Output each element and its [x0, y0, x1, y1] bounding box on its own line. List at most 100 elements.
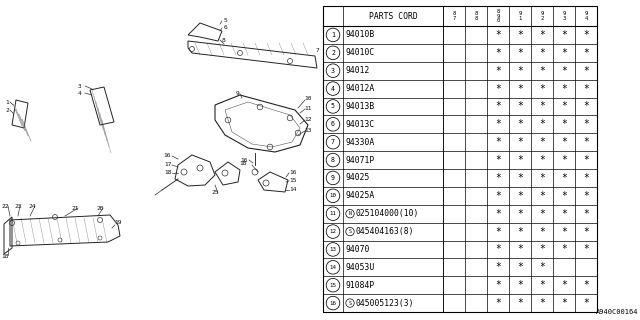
Text: 18: 18 — [1, 254, 9, 260]
Text: *: * — [583, 101, 589, 111]
Text: 8
9
0: 8 9 0 — [497, 9, 500, 23]
Text: *: * — [517, 84, 523, 93]
Text: *: * — [495, 280, 501, 290]
Text: *: * — [583, 119, 589, 129]
Text: *: * — [583, 209, 589, 219]
Text: *: * — [495, 155, 501, 165]
Text: *: * — [561, 209, 567, 219]
Text: *: * — [561, 191, 567, 201]
Text: 14: 14 — [330, 265, 337, 270]
Text: 14: 14 — [289, 187, 297, 191]
Text: *: * — [539, 173, 545, 183]
Text: 19: 19 — [115, 220, 122, 225]
Text: *: * — [517, 137, 523, 147]
Text: 21: 21 — [71, 205, 79, 211]
Text: 94025: 94025 — [346, 173, 371, 182]
Text: *: * — [517, 155, 523, 165]
Text: 24: 24 — [28, 204, 36, 209]
Text: 91084P: 91084P — [346, 281, 375, 290]
Text: 16: 16 — [240, 157, 248, 163]
Text: *: * — [539, 155, 545, 165]
Text: *: * — [583, 244, 589, 254]
Text: *: * — [495, 101, 501, 111]
Text: *: * — [539, 191, 545, 201]
Text: 025104000(10): 025104000(10) — [355, 209, 419, 218]
Text: 22: 22 — [1, 204, 9, 209]
Text: *: * — [539, 101, 545, 111]
Text: 23: 23 — [14, 204, 22, 209]
Text: *: * — [517, 66, 523, 76]
Text: *: * — [517, 298, 523, 308]
Text: *: * — [517, 191, 523, 201]
Text: *: * — [583, 48, 589, 58]
Text: 8: 8 — [222, 37, 226, 43]
Text: *: * — [495, 119, 501, 129]
Text: *: * — [495, 244, 501, 254]
Text: 5: 5 — [223, 18, 227, 22]
Text: 94012A: 94012A — [346, 84, 375, 93]
Text: *: * — [539, 209, 545, 219]
Text: 16: 16 — [163, 153, 171, 157]
Text: 94330A: 94330A — [346, 138, 375, 147]
Text: *: * — [495, 48, 501, 58]
Text: *: * — [495, 137, 501, 147]
Text: 4: 4 — [331, 85, 335, 92]
Text: *: * — [539, 66, 545, 76]
Text: *: * — [495, 84, 501, 93]
Text: 94013C: 94013C — [346, 120, 375, 129]
Text: *: * — [539, 84, 545, 93]
Text: 13: 13 — [304, 127, 312, 132]
Text: 94053U: 94053U — [346, 263, 375, 272]
Text: 8
7: 8 7 — [452, 11, 456, 21]
Text: N: N — [349, 211, 351, 216]
Text: *: * — [539, 30, 545, 40]
Text: *: * — [517, 227, 523, 236]
Text: 9
3: 9 3 — [563, 11, 566, 21]
Text: 9: 9 — [331, 175, 335, 181]
Text: *: * — [561, 280, 567, 290]
Text: *: * — [583, 298, 589, 308]
Text: *: * — [539, 227, 545, 236]
Text: *: * — [495, 262, 501, 272]
Text: 7: 7 — [331, 139, 335, 145]
Text: *: * — [561, 30, 567, 40]
Text: *: * — [517, 101, 523, 111]
Text: *: * — [561, 155, 567, 165]
Text: *: * — [561, 84, 567, 93]
Text: 1: 1 — [331, 32, 335, 38]
Text: *: * — [539, 137, 545, 147]
Text: *: * — [539, 298, 545, 308]
Text: 15: 15 — [330, 283, 337, 288]
Text: *: * — [561, 227, 567, 236]
Text: *: * — [539, 119, 545, 129]
Text: *: * — [561, 66, 567, 76]
Text: *: * — [561, 298, 567, 308]
Text: *: * — [495, 209, 501, 219]
Text: 7: 7 — [316, 47, 320, 52]
Text: 2: 2 — [5, 108, 9, 113]
Text: *: * — [583, 84, 589, 93]
Text: 94012: 94012 — [346, 66, 371, 75]
Text: 4: 4 — [78, 91, 82, 95]
Text: 94010C: 94010C — [346, 48, 375, 57]
Text: 8
8: 8 8 — [474, 11, 477, 21]
Text: 18: 18 — [239, 161, 247, 165]
Text: *: * — [495, 30, 501, 40]
Text: *: * — [583, 227, 589, 236]
Text: 045404163(8): 045404163(8) — [355, 227, 413, 236]
Text: 16: 16 — [289, 170, 297, 174]
Text: 11: 11 — [304, 106, 312, 110]
Text: 9
4: 9 4 — [584, 11, 588, 21]
Text: 9
2: 9 2 — [540, 11, 543, 21]
Text: 94010B: 94010B — [346, 30, 375, 39]
Text: *: * — [561, 101, 567, 111]
Text: *: * — [583, 173, 589, 183]
Text: 94071P: 94071P — [346, 156, 375, 164]
Text: 3: 3 — [331, 68, 335, 74]
Text: A940C00164: A940C00164 — [595, 309, 638, 315]
Text: *: * — [517, 119, 523, 129]
Text: *: * — [517, 262, 523, 272]
Text: 12: 12 — [304, 116, 312, 122]
Bar — [323, 6, 597, 312]
Text: 10: 10 — [304, 95, 312, 100]
